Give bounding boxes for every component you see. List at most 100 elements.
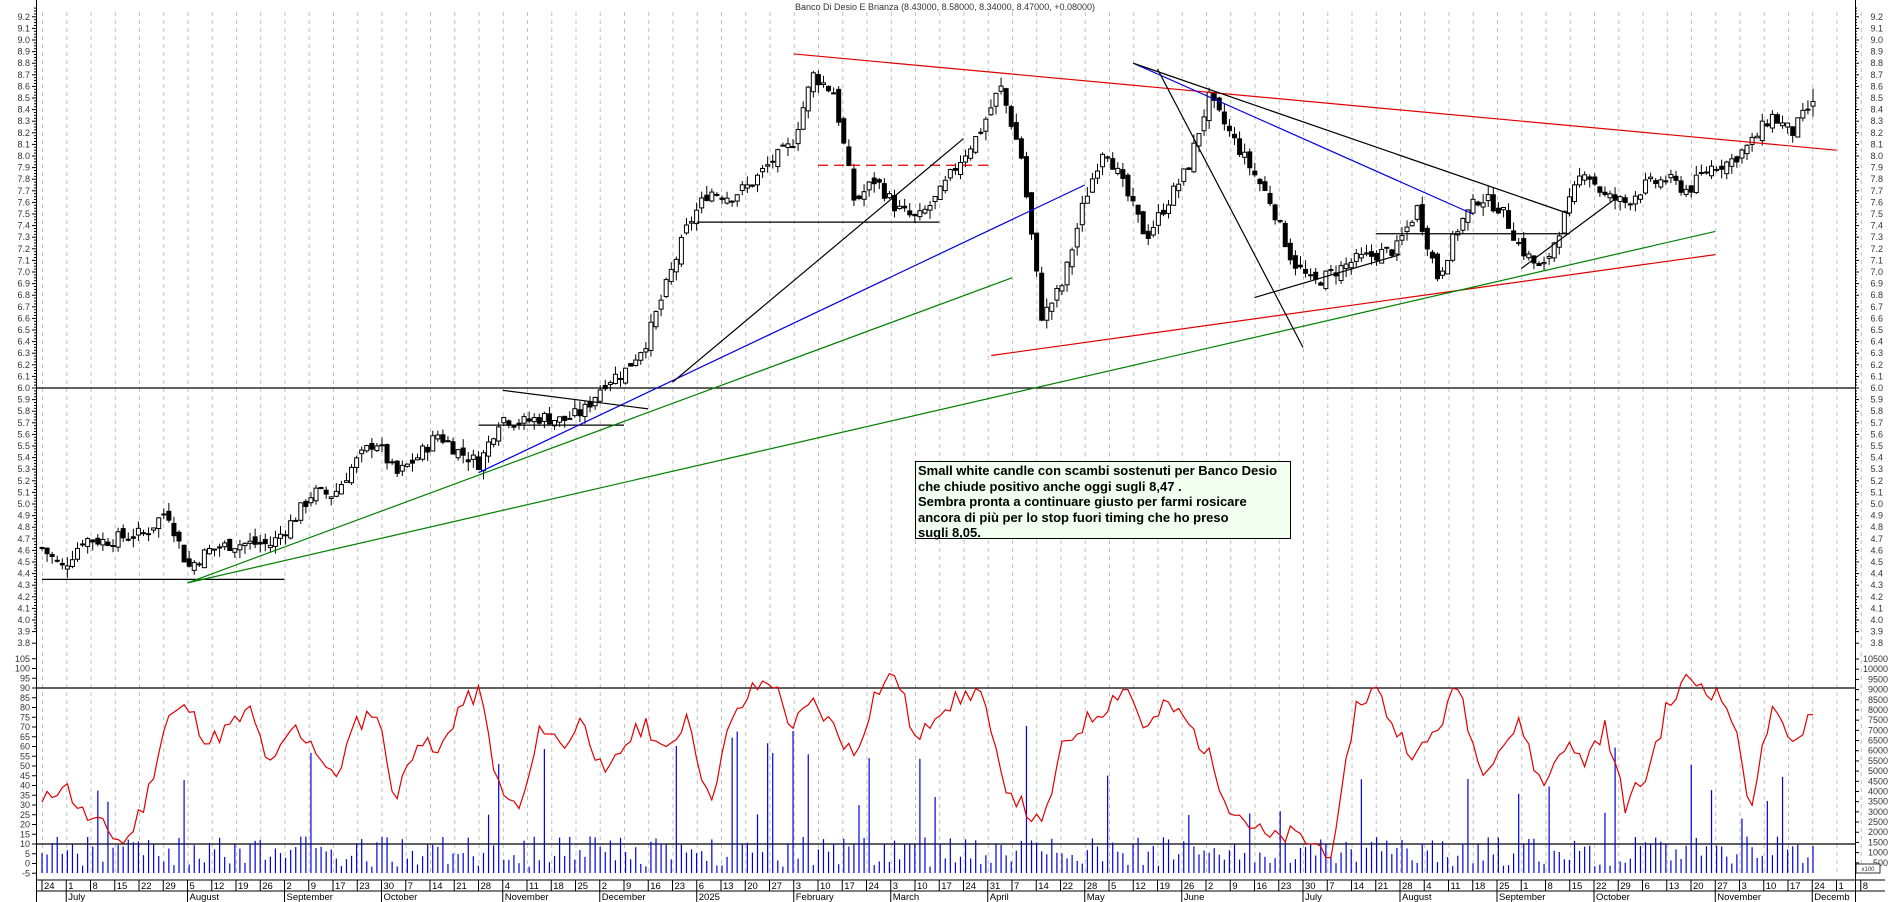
date-tick-label: 1 bbox=[1839, 881, 1844, 892]
candle bbox=[120, 524, 126, 542]
candle bbox=[1526, 250, 1532, 261]
candle bbox=[379, 437, 385, 452]
candle bbox=[1094, 163, 1100, 185]
candle bbox=[770, 154, 776, 169]
candle bbox=[1394, 235, 1400, 261]
candle bbox=[628, 363, 634, 367]
candle bbox=[1150, 220, 1156, 238]
month-label: October bbox=[384, 892, 418, 902]
candle bbox=[1369, 244, 1375, 265]
price-tick-label: 4.0 bbox=[1870, 615, 1883, 625]
volume-tick-label: 1000 bbox=[1868, 848, 1888, 858]
candle bbox=[1566, 188, 1572, 217]
candle bbox=[937, 185, 943, 200]
candle bbox=[963, 149, 969, 168]
candle bbox=[511, 425, 517, 431]
candle bbox=[181, 544, 187, 563]
price-tick-label: 8.9 bbox=[1870, 47, 1883, 57]
candle bbox=[232, 548, 238, 558]
candle bbox=[1795, 117, 1801, 138]
candle bbox=[1404, 220, 1410, 241]
candle bbox=[496, 422, 502, 446]
candle bbox=[1653, 178, 1659, 189]
candle bbox=[338, 480, 344, 495]
date-tick-label: 23 bbox=[359, 881, 370, 892]
trendline bbox=[1254, 254, 1401, 299]
date-tick-label: 5 bbox=[190, 881, 195, 892]
candle bbox=[1140, 210, 1146, 235]
candle bbox=[1637, 193, 1643, 204]
candle bbox=[1714, 166, 1720, 173]
date-tick-label: 6 bbox=[699, 881, 704, 892]
price-tick-label: 4.7 bbox=[1870, 534, 1883, 544]
date-tick-label: 2 bbox=[1208, 881, 1213, 892]
candle bbox=[64, 557, 70, 579]
candle bbox=[1160, 203, 1166, 217]
candle bbox=[1663, 175, 1669, 185]
candle bbox=[1303, 260, 1309, 278]
rsi-tick-label: 45 bbox=[20, 771, 30, 781]
price-tick-label: 7.7 bbox=[1870, 186, 1883, 196]
price-tick-label: 5.3 bbox=[17, 464, 30, 474]
rsi-tick-label: 65 bbox=[20, 732, 30, 742]
candle bbox=[983, 116, 989, 141]
candle bbox=[1003, 87, 1009, 114]
volume-tick-label: 10500 bbox=[1863, 654, 1888, 664]
candle bbox=[1018, 136, 1024, 160]
price-tick-label: 5.0 bbox=[1870, 499, 1883, 509]
candle bbox=[1506, 203, 1512, 229]
month-label: July bbox=[1305, 892, 1322, 902]
date-tick-label: 16 bbox=[1257, 881, 1268, 892]
candle bbox=[856, 194, 862, 201]
date-tick-label: 29 bbox=[1620, 881, 1631, 892]
date-tick-label: 23 bbox=[675, 881, 686, 892]
candle bbox=[1313, 267, 1319, 285]
candle bbox=[1328, 264, 1334, 275]
candle bbox=[922, 205, 928, 215]
candle bbox=[1135, 204, 1141, 223]
candle bbox=[100, 532, 106, 551]
candle bbox=[1668, 169, 1674, 184]
volume-tick-label: 5000 bbox=[1868, 766, 1888, 776]
candle bbox=[1724, 160, 1730, 180]
price-tick-label: 7.3 bbox=[1870, 232, 1883, 242]
candle bbox=[699, 191, 705, 214]
price-tick-label: 7.0 bbox=[17, 267, 30, 277]
price-tick-label: 4.8 bbox=[1870, 522, 1883, 532]
candle bbox=[1541, 256, 1547, 271]
candle bbox=[1267, 185, 1273, 207]
volume-tick-label: 2500 bbox=[1868, 817, 1888, 827]
candle bbox=[1100, 152, 1106, 176]
candle bbox=[95, 533, 101, 547]
candle bbox=[420, 443, 426, 462]
candle bbox=[612, 366, 618, 385]
date-tick-label: 12 bbox=[214, 881, 225, 892]
month-label: 2025 bbox=[699, 892, 720, 902]
price-tick-label: 7.8 bbox=[17, 174, 30, 184]
date-tick-label: 21 bbox=[1378, 881, 1389, 892]
date-tick-label: 23 bbox=[1281, 881, 1292, 892]
date-tick-label: 29 bbox=[165, 881, 176, 892]
candle bbox=[1110, 152, 1116, 170]
candle bbox=[1780, 115, 1786, 129]
date-tick-label: 17 bbox=[335, 881, 346, 892]
candle bbox=[44, 547, 50, 562]
price-tick-label: 5.2 bbox=[1870, 476, 1883, 486]
candle bbox=[932, 195, 938, 210]
trendline bbox=[478, 184, 1086, 474]
candle bbox=[369, 438, 375, 459]
month-label: February bbox=[796, 892, 834, 902]
price-tick-label: 8.6 bbox=[1870, 81, 1883, 91]
candle bbox=[1318, 281, 1324, 286]
candle bbox=[171, 516, 177, 543]
candle bbox=[815, 70, 821, 94]
candle bbox=[1627, 202, 1633, 211]
candle bbox=[729, 200, 735, 207]
candle bbox=[415, 453, 421, 461]
candle bbox=[1419, 196, 1425, 236]
candle bbox=[450, 437, 456, 455]
candle bbox=[836, 86, 842, 126]
candle bbox=[252, 528, 258, 549]
date-tick-label: 9 bbox=[311, 881, 316, 892]
price-tick-label: 6.6 bbox=[1870, 313, 1883, 323]
